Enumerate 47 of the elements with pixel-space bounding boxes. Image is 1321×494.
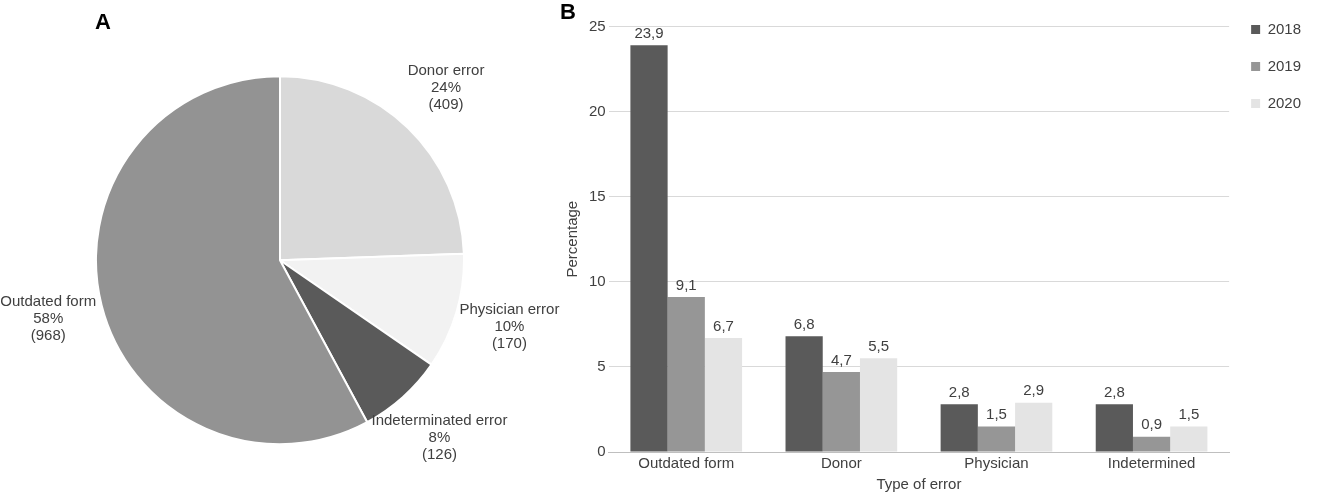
y-tick-label: 10 bbox=[589, 271, 606, 289]
data-label: 2,8 bbox=[948, 382, 970, 400]
data-label: 6,8 bbox=[793, 314, 815, 332]
data-label: 10% (170) bbox=[491, 317, 527, 352]
data-label: 23,9 bbox=[634, 23, 664, 41]
data-label: 1,5 bbox=[1178, 405, 1200, 423]
y-tick-label: 0 bbox=[597, 442, 606, 460]
x-axis-title: Type of error bbox=[876, 475, 962, 493]
y-axis-title: Percentage bbox=[563, 200, 581, 278]
x-tick-label: Donor bbox=[820, 454, 862, 472]
bar bbox=[977, 426, 1016, 452]
y-tick-label: 15 bbox=[589, 186, 606, 204]
data-label: 58% (968) bbox=[30, 308, 66, 343]
bar bbox=[822, 371, 860, 452]
slice-label: Outdated form bbox=[0, 291, 97, 309]
data-label: 1,5 bbox=[986, 405, 1007, 423]
y-tick-label: 20 bbox=[589, 101, 606, 119]
data-label: 8% (126) bbox=[421, 428, 457, 463]
data-label: 2,9 bbox=[1023, 381, 1045, 399]
data-label: 0,9 bbox=[1141, 415, 1162, 433]
x-tick-label: Physician bbox=[964, 454, 1029, 472]
slice-label: Indeterminated error bbox=[371, 411, 508, 429]
data-label: 6,7 bbox=[713, 316, 734, 334]
data-label: 24% (409) bbox=[428, 78, 464, 113]
bar bbox=[1132, 436, 1171, 452]
bar bbox=[1015, 402, 1053, 452]
data-label: 4,7 bbox=[830, 350, 852, 368]
data-label: 2,8 bbox=[1103, 382, 1125, 400]
bar bbox=[667, 297, 705, 452]
y-tick-label: 25 bbox=[589, 16, 606, 34]
y-tick-label: 5 bbox=[597, 357, 606, 375]
bar bbox=[1170, 426, 1208, 452]
x-tick-label: Indetermined bbox=[1107, 454, 1196, 472]
chart-title: A bbox=[95, 9, 111, 35]
bar bbox=[940, 404, 978, 452]
data-label: 9,1 bbox=[675, 275, 697, 293]
legend-label: 2020 bbox=[1267, 93, 1302, 111]
bar bbox=[1095, 404, 1133, 452]
chart-title: B bbox=[560, 0, 576, 25]
slice-label: Physician error bbox=[459, 300, 560, 318]
legend-label: 2019 bbox=[1267, 56, 1302, 74]
bar bbox=[785, 336, 823, 452]
slice-label: Donor error bbox=[407, 61, 485, 79]
x-tick-label: Outdated form bbox=[638, 454, 735, 472]
bar bbox=[630, 45, 668, 452]
data-label: 5,5 bbox=[868, 337, 890, 355]
legend-label: 2018 bbox=[1267, 19, 1302, 37]
